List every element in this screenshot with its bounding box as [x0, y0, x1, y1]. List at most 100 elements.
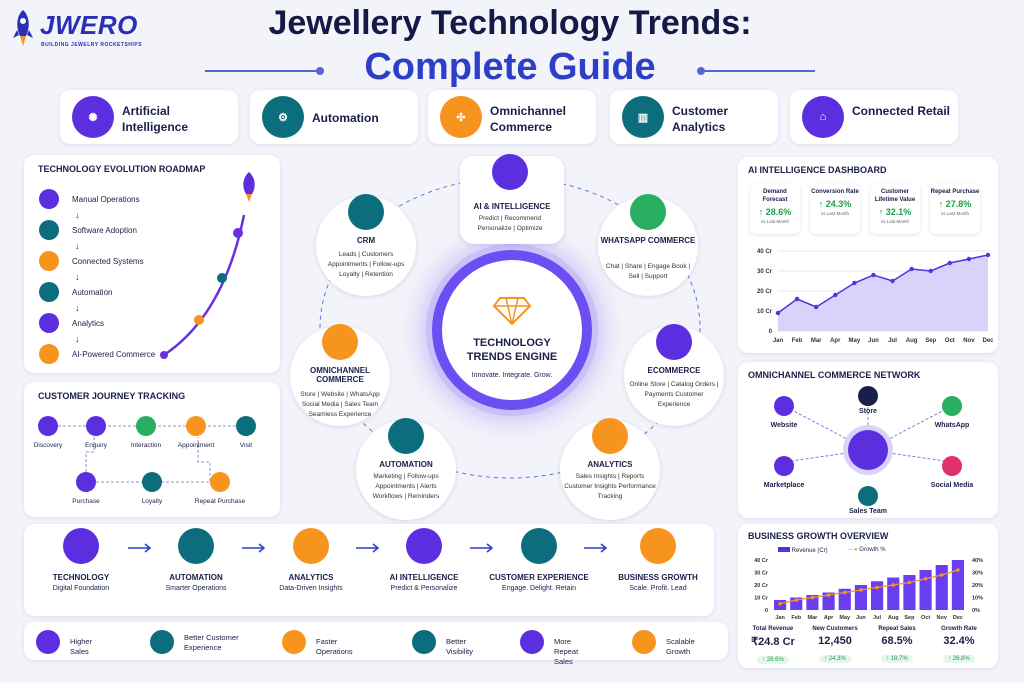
kpi-sub: vs Last Month	[940, 211, 969, 216]
benefit-label: Better Customer Experience	[184, 633, 239, 652]
bar	[887, 577, 900, 610]
bag-icon	[76, 472, 96, 492]
x-tick-label: Jan	[773, 338, 784, 344]
x-tick-label: Nov	[963, 338, 975, 344]
benefit-label: Higher Sales	[70, 637, 93, 656]
brain-icon: ✺	[72, 96, 114, 138]
journey-step: Visit	[239, 442, 253, 449]
brand-logo: JWERO BUILDING JEWELRY ROCKETSHIPS	[10, 8, 180, 52]
arrow-down-icon: ↓	[75, 210, 80, 220]
growth-stat: New Customers 12,450 ↑ 24.3%	[812, 626, 858, 663]
y-tick-label: 10 Cr	[757, 309, 773, 315]
flow-desc: Predict & Personalize	[390, 585, 458, 592]
arrow-down-icon: ↓	[75, 303, 80, 313]
growth-point	[778, 601, 782, 606]
x-tick-label: Jul	[873, 615, 881, 621]
gear-icon	[178, 528, 214, 564]
kpi-label: Conversion Rate	[811, 189, 859, 195]
node-desc: Online Store | Catalog Orders | Payments…	[629, 381, 719, 408]
x-tick-label: Apr	[830, 338, 841, 344]
bar	[854, 585, 867, 610]
bar	[919, 570, 932, 610]
growth-point	[826, 593, 831, 597]
y-tick-label: 10 Cr	[754, 596, 769, 602]
arrow-down-icon: ↓	[75, 272, 80, 282]
network-node: WhatsApp	[934, 422, 970, 429]
bar	[951, 560, 964, 610]
bar	[806, 595, 819, 610]
network-links	[783, 396, 953, 463]
journey-step: Loyalty	[141, 498, 163, 505]
y2-tick-label: 40%	[972, 558, 983, 564]
growth-title: BUSINESS GROWTH OVERVIEW	[748, 531, 889, 541]
roadmap-step: Analytics	[72, 319, 105, 328]
search-icon	[38, 416, 58, 436]
x-tick-label: Nov	[937, 615, 948, 621]
engine-title: TECHNOLOGY TRENDS ENGINE	[466, 337, 558, 363]
flow-title: CUSTOMER EXPERIENCE	[489, 573, 589, 582]
growth-point	[907, 580, 912, 585]
data-point	[966, 256, 972, 262]
network-node: Store	[859, 408, 877, 415]
node-automation: AUTOMATION Marketing | Follow-ups Appoint…	[356, 418, 456, 520]
growth-point	[923, 576, 928, 581]
roadmap-step: Connected Systems	[72, 257, 144, 266]
team-icon	[858, 486, 878, 506]
growth-point	[875, 585, 879, 590]
data-point	[928, 268, 933, 274]
lightning-icon	[282, 630, 306, 654]
series-line	[777, 254, 989, 314]
x-tick-label: Jan	[775, 615, 785, 621]
growth-point	[891, 583, 896, 587]
sales-chart-icon	[36, 630, 60, 654]
y-tick-label: 0	[765, 608, 768, 614]
bar	[822, 592, 835, 610]
ai-dashboard-chart: 0 10 Cr 20 Cr 30 Cr 40 Cr Jan Feb Mar Apr May Jun J…	[757, 249, 993, 344]
bar	[935, 565, 948, 610]
whatsapp-icon	[942, 396, 962, 416]
y-tick-label: 30 Cr	[754, 571, 769, 577]
pill-connected-retail: ⌂ Connected Retail	[790, 90, 958, 144]
node-omnichannel: OMNICHANNEL COMMERCE Store | Website | Wh…	[290, 324, 390, 426]
globe-icon	[774, 396, 794, 416]
rocket-logo-icon	[13, 10, 33, 46]
y2-tick-label: 0%	[972, 608, 980, 614]
node-analytics: ANALYTICS Sales Insights | Reports Custom…	[560, 418, 660, 520]
node-title: AI & INTELLIGENCE	[473, 202, 551, 211]
analytics-icon	[39, 313, 59, 333]
growth-card: BUSINESS GROWTH OVERVIEW Revenue (Cr) —●…	[738, 524, 998, 668]
store-visit-icon	[236, 416, 256, 436]
title-divider-left	[205, 70, 320, 72]
kpi-card: Demand Forecast ↑ 28.6% vs Last Month	[750, 184, 800, 234]
rocket-icon	[632, 630, 656, 654]
flow-step: BUSINESS GROWTH Scale. Profit. Lead	[603, 528, 713, 592]
flow-title: TECHNOLOGY	[52, 573, 110, 582]
flow-title: AI INTELLIGENCE	[389, 573, 459, 582]
node-title: ANALYTICS	[587, 460, 633, 469]
roadmap-title: TECHNOLOGY EVOLUTION ROADMAP	[38, 164, 206, 174]
node-desc: Store | Website | WhatsApp Social Media …	[300, 391, 380, 418]
roadmap-step: Manual Operations	[72, 195, 140, 204]
bar	[838, 588, 851, 610]
calendar-icon	[186, 416, 206, 436]
journey-card: CUSTOMER JOURNEY TRACKING	[24, 382, 280, 517]
x-tick-label: Sep	[925, 338, 936, 344]
roadmap-step: AI-Powered Commerce	[72, 350, 156, 359]
kpi-card: Repeat Purchase ↑ 27.8% vs Last Month	[930, 184, 980, 234]
node-ai: AI & INTELLIGENCE Predict | Recommend Per…	[460, 154, 564, 244]
data-point	[775, 310, 781, 316]
y-tick-label: 0	[769, 329, 773, 335]
software-icon	[39, 220, 59, 240]
network-node: Website	[770, 422, 798, 429]
growth-icon	[640, 528, 676, 564]
manual-icon	[39, 189, 59, 209]
node-title: OMNICHANNEL COMMERCE	[310, 366, 370, 384]
network-node: Marketplace	[763, 482, 805, 489]
connected-icon	[39, 251, 59, 271]
x-tick-label: Oct	[945, 338, 955, 344]
growth-chart: 0 10 Cr 20 Cr 30 Cr 40 Cr 0% 10% 20% 30% 40% Jan Fe…	[754, 558, 983, 621]
user-icon	[348, 194, 384, 230]
page-title: Jewellery Technology Trends:	[268, 4, 752, 42]
y-tick-label: 20 Cr	[757, 289, 773, 295]
data-point	[794, 296, 800, 302]
